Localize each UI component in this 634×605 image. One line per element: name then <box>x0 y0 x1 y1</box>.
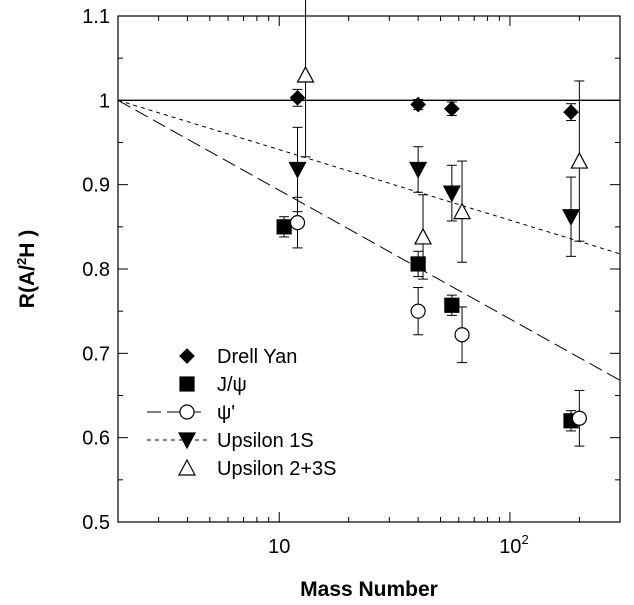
x-axis-title: Mass Number <box>300 578 438 601</box>
diamond-marker <box>443 100 460 117</box>
triangle-down-marker <box>288 161 307 179</box>
square-marker <box>410 256 426 272</box>
x-tick-label: 102 <box>499 532 528 558</box>
y-axis-title-superscript: 2 <box>14 258 29 265</box>
circle-marker <box>454 327 470 343</box>
square-marker <box>444 297 460 313</box>
legend-label: Drell Yan <box>217 346 297 368</box>
plot-frame <box>117 15 621 523</box>
y-tick-label: 0.7 <box>82 343 110 365</box>
y-tick-label: 1 <box>99 90 110 112</box>
axis-ticks: 0.50.60.70.80.911.110 102 <box>82 6 621 558</box>
triangle-down-marker <box>562 209 581 226</box>
legend-label: Upsilon 2+3S <box>217 458 337 480</box>
y-tick-label: 0.6 <box>82 428 110 450</box>
triangle-up-marker <box>414 227 433 245</box>
diamond-marker <box>289 89 306 106</box>
x-tick-label: 10 <box>268 536 290 558</box>
legend: Drell Yan J/ψ ψ' Upsilon 1S Upsilon 2+3S <box>147 346 337 480</box>
circle-marker <box>179 404 195 420</box>
x-tick-label-base: 10 <box>499 536 521 558</box>
triangle-up-marker <box>453 202 472 220</box>
reference-line-dashed <box>118 99 620 381</box>
data-markers <box>276 65 589 429</box>
y-tick-label: 0.9 <box>82 175 110 197</box>
y-axis-title-part-a: R(A/ <box>16 265 39 308</box>
x-tick-label-base: 10 <box>268 536 290 558</box>
triangle-up-marker <box>570 151 589 169</box>
square-marker <box>276 219 292 235</box>
triangle-up-marker <box>178 458 196 476</box>
y-axis-title-part-b: H ) <box>16 230 39 258</box>
y-tick-label: 0.8 <box>82 259 110 281</box>
square-marker <box>179 376 195 392</box>
diamond-marker <box>179 348 195 364</box>
error-bars <box>279 0 585 447</box>
triangle-down-marker <box>178 432 196 450</box>
diamond-marker <box>563 104 579 120</box>
legend-label: ψ' <box>217 402 235 424</box>
reference-line-dotted <box>118 99 620 255</box>
triangle-down-marker <box>409 161 428 179</box>
circle-marker <box>289 215 306 231</box>
circle-marker <box>410 303 426 319</box>
triangle-down-marker <box>442 185 461 203</box>
legend-label: J/ψ <box>217 374 247 396</box>
reference-lines <box>118 99 620 381</box>
triangle-up-marker <box>296 65 315 83</box>
x-tick-label-exponent: 2 <box>521 532 528 547</box>
diamond-marker <box>410 96 426 113</box>
circle-marker <box>571 410 587 426</box>
y-tick-label: 0.5 <box>82 512 110 534</box>
y-tick-label: 1.1 <box>82 6 110 28</box>
legend-label: Upsilon 1S <box>217 430 314 452</box>
y-axis-title: R(A/2H ) <box>14 230 39 308</box>
